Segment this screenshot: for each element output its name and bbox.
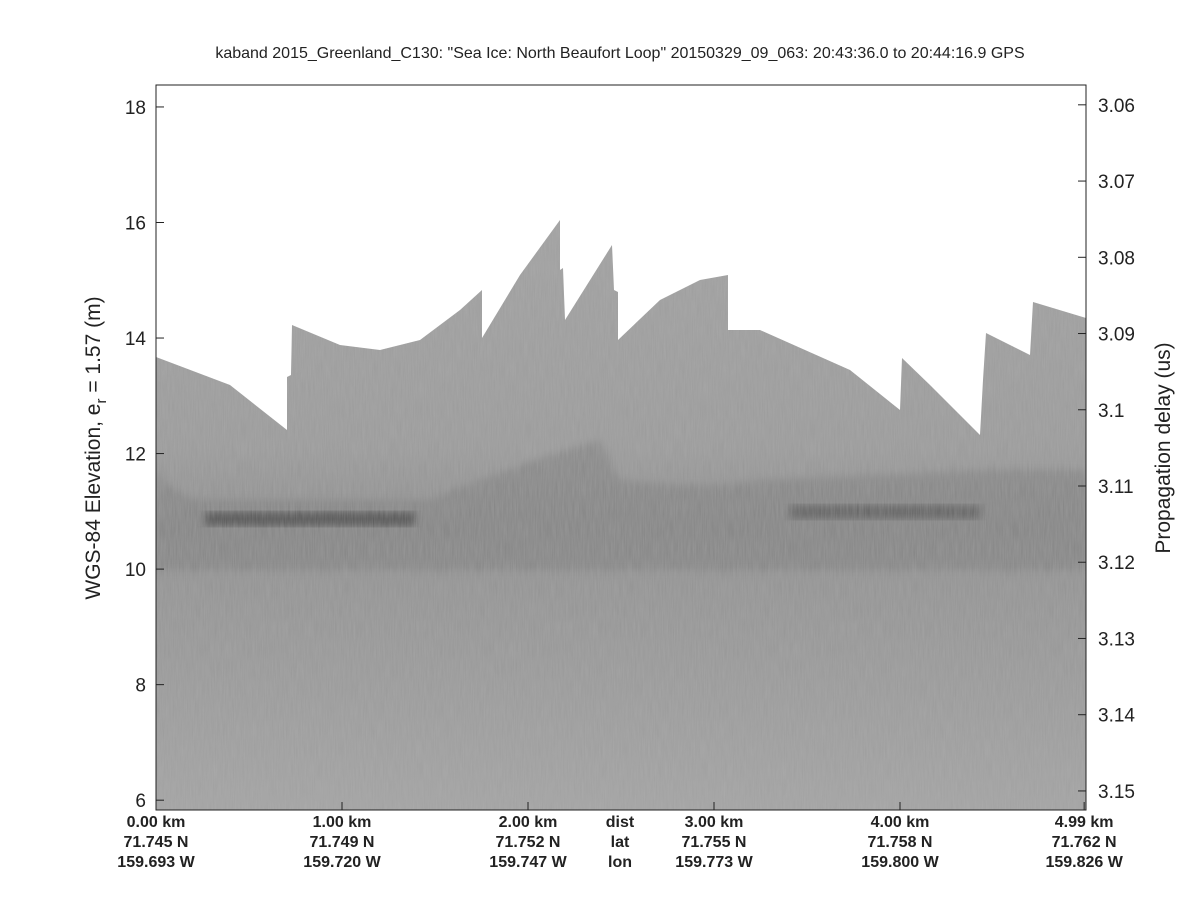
echogram-image <box>156 85 1086 810</box>
y-tick-label: 8 <box>135 676 146 697</box>
x-tick-label: 4.99 km <box>1055 814 1114 831</box>
y2-tick-label: 3.11 <box>1098 477 1134 498</box>
x-tick-label: 0.00 km <box>127 814 186 831</box>
plot-frame <box>155 84 1087 811</box>
x-tick-label: 2.00 km <box>499 814 558 831</box>
x-lon-label: 159.693 W <box>117 854 195 871</box>
y-tick-label: 10 <box>125 560 146 581</box>
x-lat-label: 71.762 N <box>1052 834 1117 851</box>
x-lat-label: 71.755 N <box>682 834 747 851</box>
y-tick-label: 16 <box>125 213 146 234</box>
x-lat-label: 71.758 N <box>868 834 933 851</box>
y2-axis-label: Propagation delay (us) <box>1152 342 1175 553</box>
x-lon-label: 159.826 W <box>1045 854 1123 871</box>
x-lon-label: 159.747 W <box>489 854 567 871</box>
y2-tick-label: 3.15 <box>1098 782 1135 803</box>
x-lat-label: 71.745 N <box>124 834 189 851</box>
y2-tick-label: 3.09 <box>1098 325 1135 346</box>
y2-tick-label: 3.07 <box>1098 172 1135 193</box>
y2-tick-label: 3.06 <box>1098 96 1135 117</box>
y-tick-label: 18 <box>125 98 146 119</box>
x-lat-label: 71.749 N <box>310 834 375 851</box>
y2-tick-label: 3.13 <box>1098 629 1135 650</box>
y-tick-label: 6 <box>135 791 146 812</box>
x-lon-label: 159.800 W <box>861 854 939 871</box>
x-lon-label: 159.773 W <box>675 854 753 871</box>
x-lat-label: 71.752 N <box>496 834 561 851</box>
y2-tick-label: 3.08 <box>1098 248 1135 269</box>
x-row-label: lat <box>611 834 630 851</box>
y2-tick-label: 3.1 <box>1098 401 1124 422</box>
y-label-subscript: r <box>93 399 110 404</box>
x-tick-label: 1.00 km <box>313 814 372 831</box>
x-tick-label: 3.00 km <box>685 814 744 831</box>
x-row-label: dist <box>606 814 635 831</box>
y-tick-label: 14 <box>125 329 147 350</box>
y2-tick-label: 3.12 <box>1098 553 1135 574</box>
y-label-suffix: = 1.57 (m) <box>82 296 105 398</box>
x-lon-label: 159.720 W <box>303 854 381 871</box>
x-row-label: lon <box>608 854 632 871</box>
y-tick-label: 12 <box>125 445 146 466</box>
x-tick-label: 4.00 km <box>871 814 930 831</box>
y2-tick-label: 3.14 <box>1098 706 1135 727</box>
y-axis-label: WGS-84 Elevation, er = 1.57 (m) <box>82 296 110 599</box>
chart-title: kaband 2015_Greenland_C130: "Sea Ice: No… <box>215 45 1024 62</box>
y-label-prefix: WGS-84 Elevation, e <box>82 404 105 600</box>
